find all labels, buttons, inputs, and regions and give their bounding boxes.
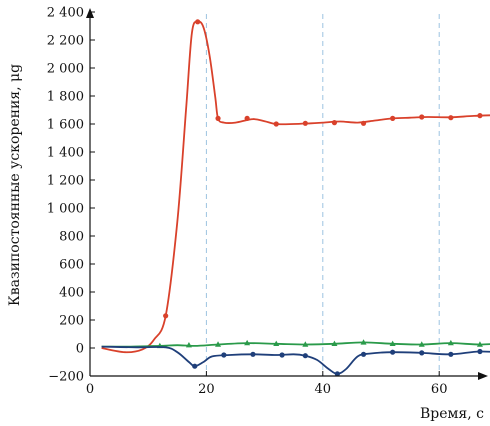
series-layer [101,19,490,377]
y-tick-label: −200 [48,370,84,385]
data-point [331,340,338,346]
x-ticks: 020406080100120 [86,371,448,397]
y-tick-label: 200 [59,314,84,329]
data-point [390,115,396,121]
y-tick-label: 2 200 [47,34,84,49]
x-tick-label: 60 [431,382,448,397]
x-tick-label: 40 [315,382,332,397]
series-line [101,345,490,375]
y-tick-label: 2 000 [47,62,84,77]
y-tick-label: 1 600 [47,118,84,133]
data-point [390,349,396,355]
data-point [250,351,256,357]
data-point [477,348,483,355]
y-tick-label: 800 [59,230,84,245]
data-point [418,341,425,347]
grid-lines [205,14,440,376]
data-point [192,363,198,369]
data-point [331,120,338,126]
y-ticks: −200 0 200 400 600 800 1 000 1 200 1 400 1 600 1 8… [47,6,95,385]
data-point [419,114,425,120]
data-point [221,352,227,358]
x-axis-title: Время, с [420,406,484,422]
data-point [389,340,396,346]
series-3 [101,345,490,377]
data-point [477,113,483,119]
x-tick-label: 0 [86,382,94,397]
series-1 [101,19,490,354]
axes [86,8,488,380]
data-point [195,19,201,25]
data-point [360,351,367,357]
data-point [447,339,454,346]
data-point [302,341,309,347]
x-tick-label: 20 [198,382,215,397]
y-tick-label: 1 000 [47,202,84,217]
y-tick-label: 0 [76,342,84,357]
data-point [448,351,454,357]
series-2 [101,339,490,349]
y-tick-label: 1 400 [47,146,84,161]
data-point [360,339,367,345]
data-point [215,115,221,121]
data-point [273,340,280,346]
y-tick-label: 600 [59,258,84,273]
data-point [476,341,483,347]
data-point [334,371,340,377]
y-tick-label: 400 [59,286,84,301]
x-axis-arrow [478,372,488,380]
data-point [244,339,251,346]
y-tick-label: 2 400 [47,6,84,21]
data-point [302,120,308,126]
data-point [244,115,250,121]
data-point [302,353,308,359]
data-point [215,341,222,347]
data-point [273,121,279,127]
data-point [185,342,192,348]
y-tick-label: 1 800 [47,90,84,105]
series-line [101,20,490,354]
y-axis-arrow [86,8,94,18]
data-point [419,350,425,356]
y-tick-label: 1 200 [47,174,84,189]
y-axis-title: Квазипостоянные ускорения, μg [7,64,23,306]
data-point [448,115,454,121]
data-point [279,352,285,358]
series-line [101,341,490,348]
data-point [360,120,367,126]
data-point [163,313,169,319]
